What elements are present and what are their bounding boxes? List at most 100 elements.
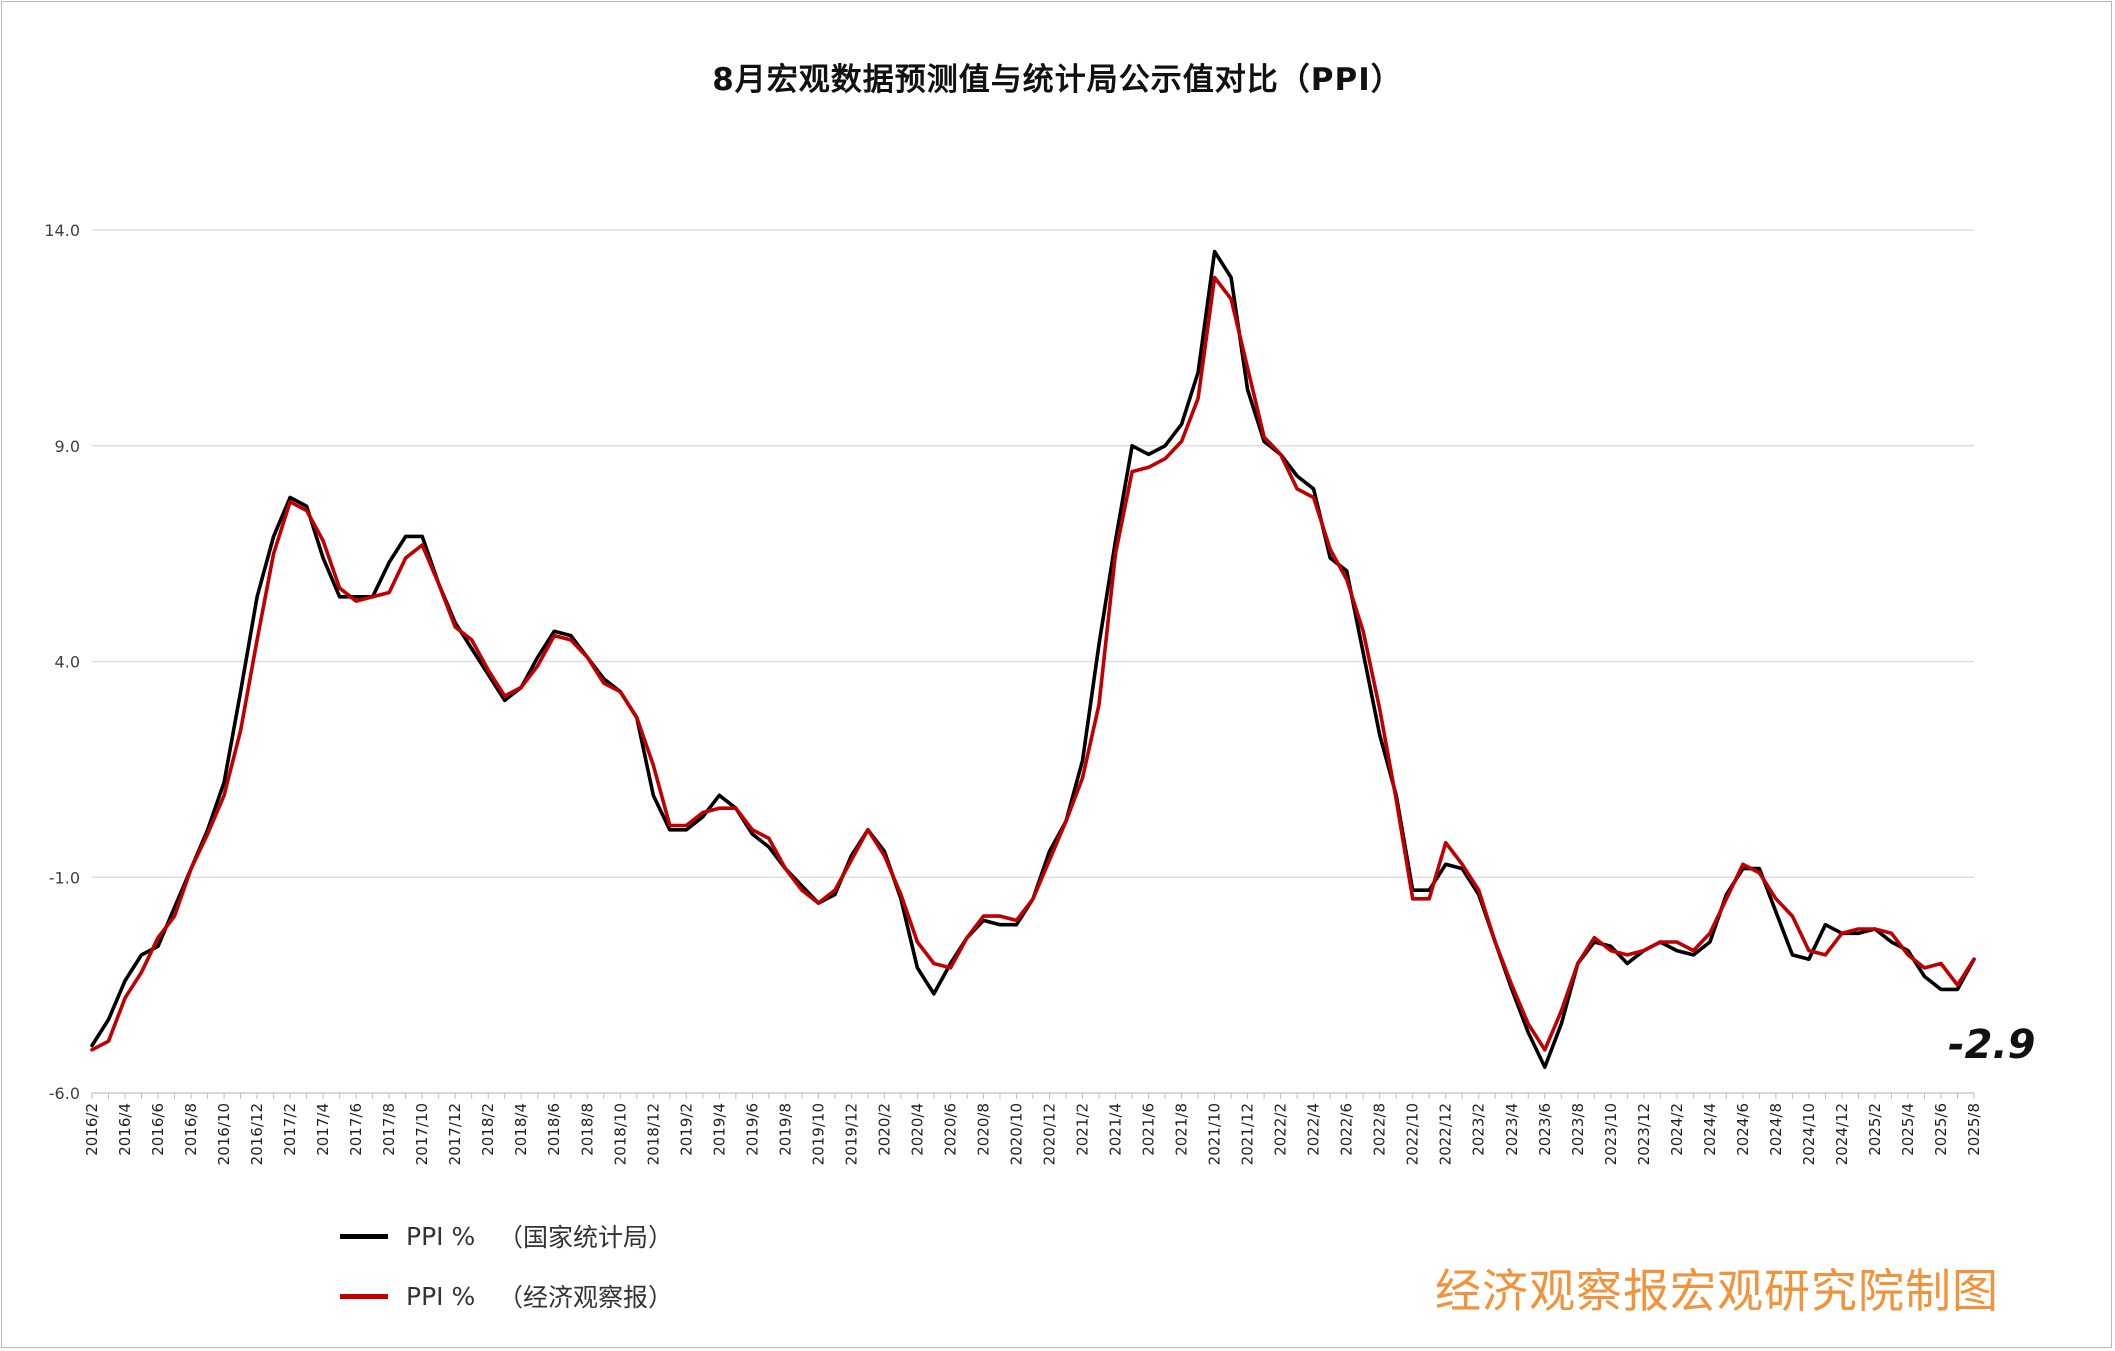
data-point — [272, 535, 275, 538]
data-point — [751, 833, 754, 835]
data-point — [553, 630, 556, 633]
x-tick-label: 2022/4 — [1305, 1103, 1323, 1156]
data-point — [1808, 958, 1810, 961]
data-point — [1147, 453, 1150, 456]
data-point — [1015, 923, 1018, 926]
x-tick-label: 2020/8 — [974, 1103, 992, 1156]
x-tick-label: 2025/2 — [1866, 1103, 1884, 1156]
x-tick-label: 2016/2 — [83, 1103, 101, 1156]
data-point — [702, 816, 704, 818]
data-point — [1973, 958, 1975, 961]
data-point — [751, 828, 754, 831]
data-point — [1593, 936, 1596, 939]
x-tick-label: 2023/12 — [1635, 1103, 1653, 1165]
data-point — [1246, 367, 1249, 369]
data-point — [536, 665, 539, 667]
data-point — [569, 639, 572, 641]
data-point — [1742, 863, 1744, 866]
data-point — [1626, 962, 1629, 965]
x-tick-label: 2017/10 — [413, 1103, 431, 1165]
x-tick-label: 2017/8 — [380, 1103, 398, 1156]
data-point — [999, 923, 1001, 926]
data-point — [404, 535, 407, 538]
data-point — [1643, 949, 1645, 952]
x-tick-label: 2016/4 — [116, 1103, 134, 1156]
data-point — [1543, 1049, 1546, 1051]
x-tick-label: 2022/8 — [1371, 1103, 1389, 1156]
data-point — [966, 936, 968, 939]
data-point — [1923, 967, 1926, 969]
x-tick-label: 2023/4 — [1503, 1103, 1521, 1156]
x-tick-label: 2020/12 — [1041, 1103, 1059, 1165]
data-point — [173, 906, 176, 909]
x-tick-label: 2023/2 — [1470, 1103, 1488, 1156]
data-point — [1230, 298, 1232, 300]
data-point — [1428, 889, 1431, 891]
data-point — [1709, 941, 1711, 943]
watermark: 经济观察报宏观研究院制图 — [1435, 1264, 1999, 1318]
x-tick-label: 2018/4 — [512, 1103, 530, 1156]
x-tick-label: 2020/10 — [1007, 1103, 1025, 1165]
data-point — [322, 539, 324, 542]
x-tick-label: 2023/8 — [1569, 1103, 1587, 1156]
x-tick-label: 2017/6 — [347, 1103, 365, 1156]
data-point — [702, 811, 704, 814]
data-point — [669, 824, 671, 827]
x-tick-label: 2024/12 — [1833, 1103, 1851, 1165]
x-tick-label: 2018/12 — [644, 1103, 662, 1165]
legend-series-name: PPI % — [406, 1221, 476, 1251]
data-point — [883, 854, 886, 857]
data-point — [1263, 440, 1265, 443]
data-point — [1775, 898, 1777, 900]
data-point — [503, 699, 506, 702]
x-tick-label: 2016/12 — [248, 1103, 266, 1165]
data-point — [982, 919, 985, 922]
data-point — [1081, 777, 1084, 779]
x-tick-label: 2019/4 — [710, 1103, 728, 1156]
data-point — [520, 686, 523, 689]
data-point — [1791, 954, 1794, 956]
x-tick-label: 2017/4 — [314, 1103, 332, 1156]
data-point — [487, 669, 490, 671]
x-tick-label: 2025/8 — [1965, 1103, 1983, 1156]
data-point — [718, 807, 721, 810]
data-point — [388, 561, 390, 564]
x-tick-label: 2018/8 — [578, 1103, 596, 1156]
series-line-1 — [90, 275, 1976, 1052]
data-point — [1197, 397, 1199, 400]
data-point — [1907, 949, 1909, 952]
data-point — [388, 591, 390, 594]
data-point — [916, 967, 919, 969]
data-point — [1263, 436, 1265, 438]
data-point — [437, 583, 440, 585]
y-tick-label: -1.0 — [49, 868, 80, 887]
data-point — [404, 557, 407, 559]
x-tick-label: 2024/4 — [1701, 1103, 1719, 1156]
data-point — [1098, 703, 1100, 706]
data-point — [1180, 423, 1183, 425]
chart-title: 8月宏观数据预测值与统计局公示值对比（PPI） — [712, 62, 1403, 98]
data-point — [1758, 867, 1761, 870]
x-tick-label: 2021/10 — [1206, 1103, 1224, 1165]
data-point — [454, 626, 456, 628]
data-point — [1510, 984, 1513, 986]
data-point — [1362, 652, 1364, 654]
last-value-annotation: -2.9 — [1948, 1022, 2036, 1068]
y-tick-label: 4.0 — [55, 653, 80, 672]
data-point — [1610, 945, 1612, 948]
x-tick-label: 2016/6 — [149, 1103, 167, 1156]
data-point — [817, 902, 820, 904]
data-point — [157, 936, 159, 939]
data-point — [1378, 708, 1381, 710]
legend-series-name: PPI % — [406, 1281, 476, 1311]
data-point — [1032, 898, 1034, 900]
data-point — [124, 997, 126, 999]
data-point — [999, 915, 1001, 917]
data-point — [1560, 1023, 1563, 1025]
data-point — [1131, 444, 1133, 447]
data-point — [1808, 949, 1810, 952]
data-point — [801, 885, 803, 887]
data-point — [1494, 941, 1497, 943]
data-point — [289, 496, 291, 499]
data-point — [1015, 919, 1018, 922]
